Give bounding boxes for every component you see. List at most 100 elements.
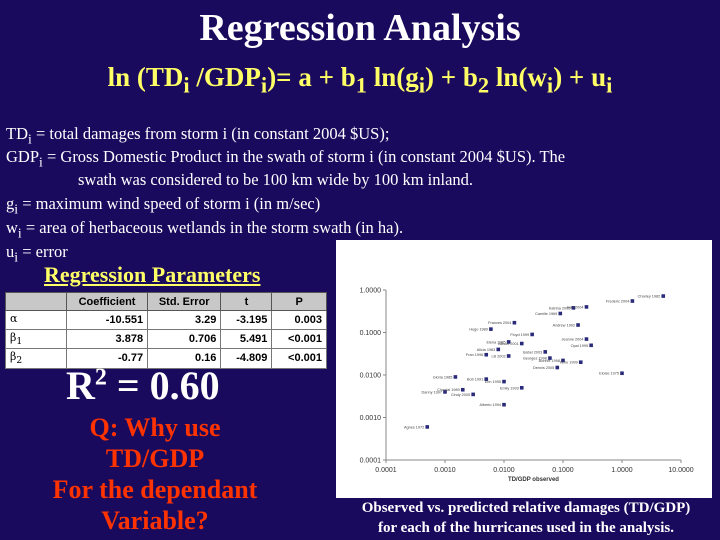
point-label: Alberto 1994 bbox=[479, 403, 501, 407]
definition-td: TDi = total damages from storm i (in con… bbox=[6, 124, 390, 147]
point-label: Allison 2001 bbox=[498, 342, 519, 346]
point-label: Irene 1999 bbox=[560, 361, 578, 365]
eq-part: ) + u bbox=[553, 62, 607, 92]
caption-line: Observed vs. predicted relative damages … bbox=[361, 500, 691, 516]
data-point bbox=[555, 365, 560, 370]
table-cell: 3.878 bbox=[65, 329, 149, 350]
table-header-row: Coefficient Std. Error t P bbox=[5, 292, 327, 311]
y-tick-label: 0.0010 bbox=[360, 415, 382, 422]
eq-part: /GDP bbox=[189, 62, 261, 92]
data-point bbox=[561, 358, 565, 363]
table-row: β2 -0.77 0.16 -4.809 <0.001 bbox=[5, 348, 327, 369]
x-tick-label: 0.1000 bbox=[552, 467, 574, 474]
data-point bbox=[496, 347, 501, 352]
data-point bbox=[506, 340, 511, 344]
data-point bbox=[453, 375, 458, 379]
data-point bbox=[530, 332, 534, 337]
question-line: Variable? bbox=[101, 506, 209, 535]
eq-sub: i bbox=[546, 72, 554, 98]
eq-part: ) + b bbox=[425, 62, 478, 92]
row-symbol: β2 bbox=[5, 348, 67, 369]
eq-part: )= a + b bbox=[267, 62, 356, 92]
table-cell: -10.551 bbox=[65, 309, 149, 331]
table-header bbox=[5, 292, 67, 311]
regression-equation: ln (TDi /GDPi)= a + b1 ln(gi) + b2 ln(wi… bbox=[0, 62, 720, 98]
x-tick-label: 1.0000 bbox=[611, 467, 633, 474]
data-point bbox=[630, 299, 635, 303]
table-cell: -4.809 bbox=[220, 348, 273, 369]
point-label: Alicia 1983 bbox=[477, 348, 496, 352]
point-label: Erin 1995 bbox=[485, 380, 501, 384]
table-cell: 0.706 bbox=[147, 329, 222, 350]
point-label: Hugo 1989 bbox=[469, 328, 488, 332]
point-label: Gloria 1985 bbox=[433, 375, 453, 379]
data-point bbox=[512, 320, 517, 325]
definition-gdp-cont: swath was considered to be 100 km wide b… bbox=[78, 170, 474, 189]
data-point bbox=[425, 425, 430, 429]
data-point bbox=[489, 327, 493, 331]
x-axis-label: TD/GDP observed bbox=[508, 477, 559, 483]
definition-w: wi = area of herbaceous wetlands in the … bbox=[6, 218, 404, 241]
question-text: Q: Why use TD/GDP For the dependant Vari… bbox=[30, 412, 280, 536]
point-label: Georges 1998 bbox=[523, 357, 547, 361]
data-point bbox=[443, 390, 447, 394]
point-label: Dennis 2005 bbox=[533, 366, 554, 370]
definition-g: gi = maximum wind speed of storm i (in m… bbox=[6, 194, 321, 217]
table-cell: <0.001 bbox=[271, 329, 327, 350]
eq-part: ln (TD bbox=[107, 62, 184, 92]
point-label: Andrew 1992 bbox=[553, 324, 575, 328]
point-label: Opal 1995 bbox=[571, 344, 589, 348]
point-label: Camille 1969 bbox=[535, 312, 557, 316]
table-cell: -0.77 bbox=[65, 348, 149, 369]
data-point bbox=[502, 379, 506, 384]
data-point bbox=[484, 377, 489, 381]
data-point bbox=[589, 343, 593, 348]
regression-parameters-heading: Regression Parameters bbox=[44, 262, 261, 287]
table-header: Std. Error bbox=[147, 292, 222, 311]
x-tick-label: 0.0010 bbox=[434, 467, 456, 474]
definition-gdp: GDPi = Gross Domestic Product in the swa… bbox=[6, 147, 566, 170]
data-point bbox=[460, 387, 465, 392]
point-label: Frances 2004 bbox=[488, 321, 511, 325]
r-squared: R2 = 0.60 bbox=[66, 363, 220, 408]
chart-caption: Observed vs. predicted relative damages … bbox=[336, 498, 716, 538]
point-label: Lili 2002 bbox=[492, 354, 506, 358]
eq-part: ln(w bbox=[489, 62, 547, 92]
table-cell: 0.16 bbox=[147, 348, 222, 369]
point-label: Emily 1993 bbox=[500, 386, 519, 390]
table-cell: 0.003 bbox=[271, 309, 327, 331]
table-header: P bbox=[271, 292, 327, 311]
data-point bbox=[661, 294, 666, 298]
table-cell: -3.195 bbox=[220, 309, 273, 331]
x-tick-label: 10.0000 bbox=[668, 467, 693, 474]
caption-line: for each of the hurricanes used in the a… bbox=[378, 520, 674, 536]
data-point bbox=[620, 371, 624, 376]
data-point bbox=[576, 323, 580, 327]
point-label: Bonnie 1998 bbox=[539, 359, 560, 363]
eq-sub: 1 bbox=[355, 72, 367, 98]
data-point bbox=[519, 385, 524, 390]
data-point bbox=[548, 356, 552, 360]
point-label: Bob 1991 bbox=[467, 378, 483, 382]
table-row: β1 3.878 0.706 5.491 <0.001 bbox=[5, 329, 327, 350]
question-line: For the dependant bbox=[52, 475, 258, 504]
point-label: Jeanne 2004 bbox=[562, 338, 584, 342]
question-line: TD/GDP bbox=[105, 444, 205, 473]
data-point bbox=[584, 305, 589, 309]
table-row: α -10.551 3.29 -3.195 0.003 bbox=[5, 309, 327, 331]
point-label: Charley 1982 bbox=[638, 295, 661, 299]
eq-sub: i bbox=[418, 72, 425, 98]
definition-u: ui = error bbox=[6, 242, 68, 265]
point-label: Cindy 2005 bbox=[451, 393, 470, 397]
point-label: Elena 1985 bbox=[486, 340, 505, 344]
y-tick-label: 0.1000 bbox=[360, 330, 382, 337]
data-point bbox=[578, 360, 583, 365]
table-header: Coefficient bbox=[65, 292, 149, 311]
table-cell: 3.29 bbox=[147, 309, 222, 331]
table-header: t bbox=[220, 292, 273, 311]
y-tick-label: 0.0100 bbox=[360, 373, 382, 380]
question-line: Q: Why use bbox=[89, 413, 221, 442]
table-cell: <0.001 bbox=[271, 348, 327, 369]
y-tick-label: 0.0001 bbox=[360, 458, 382, 465]
eq-part: ln(g bbox=[366, 62, 419, 92]
